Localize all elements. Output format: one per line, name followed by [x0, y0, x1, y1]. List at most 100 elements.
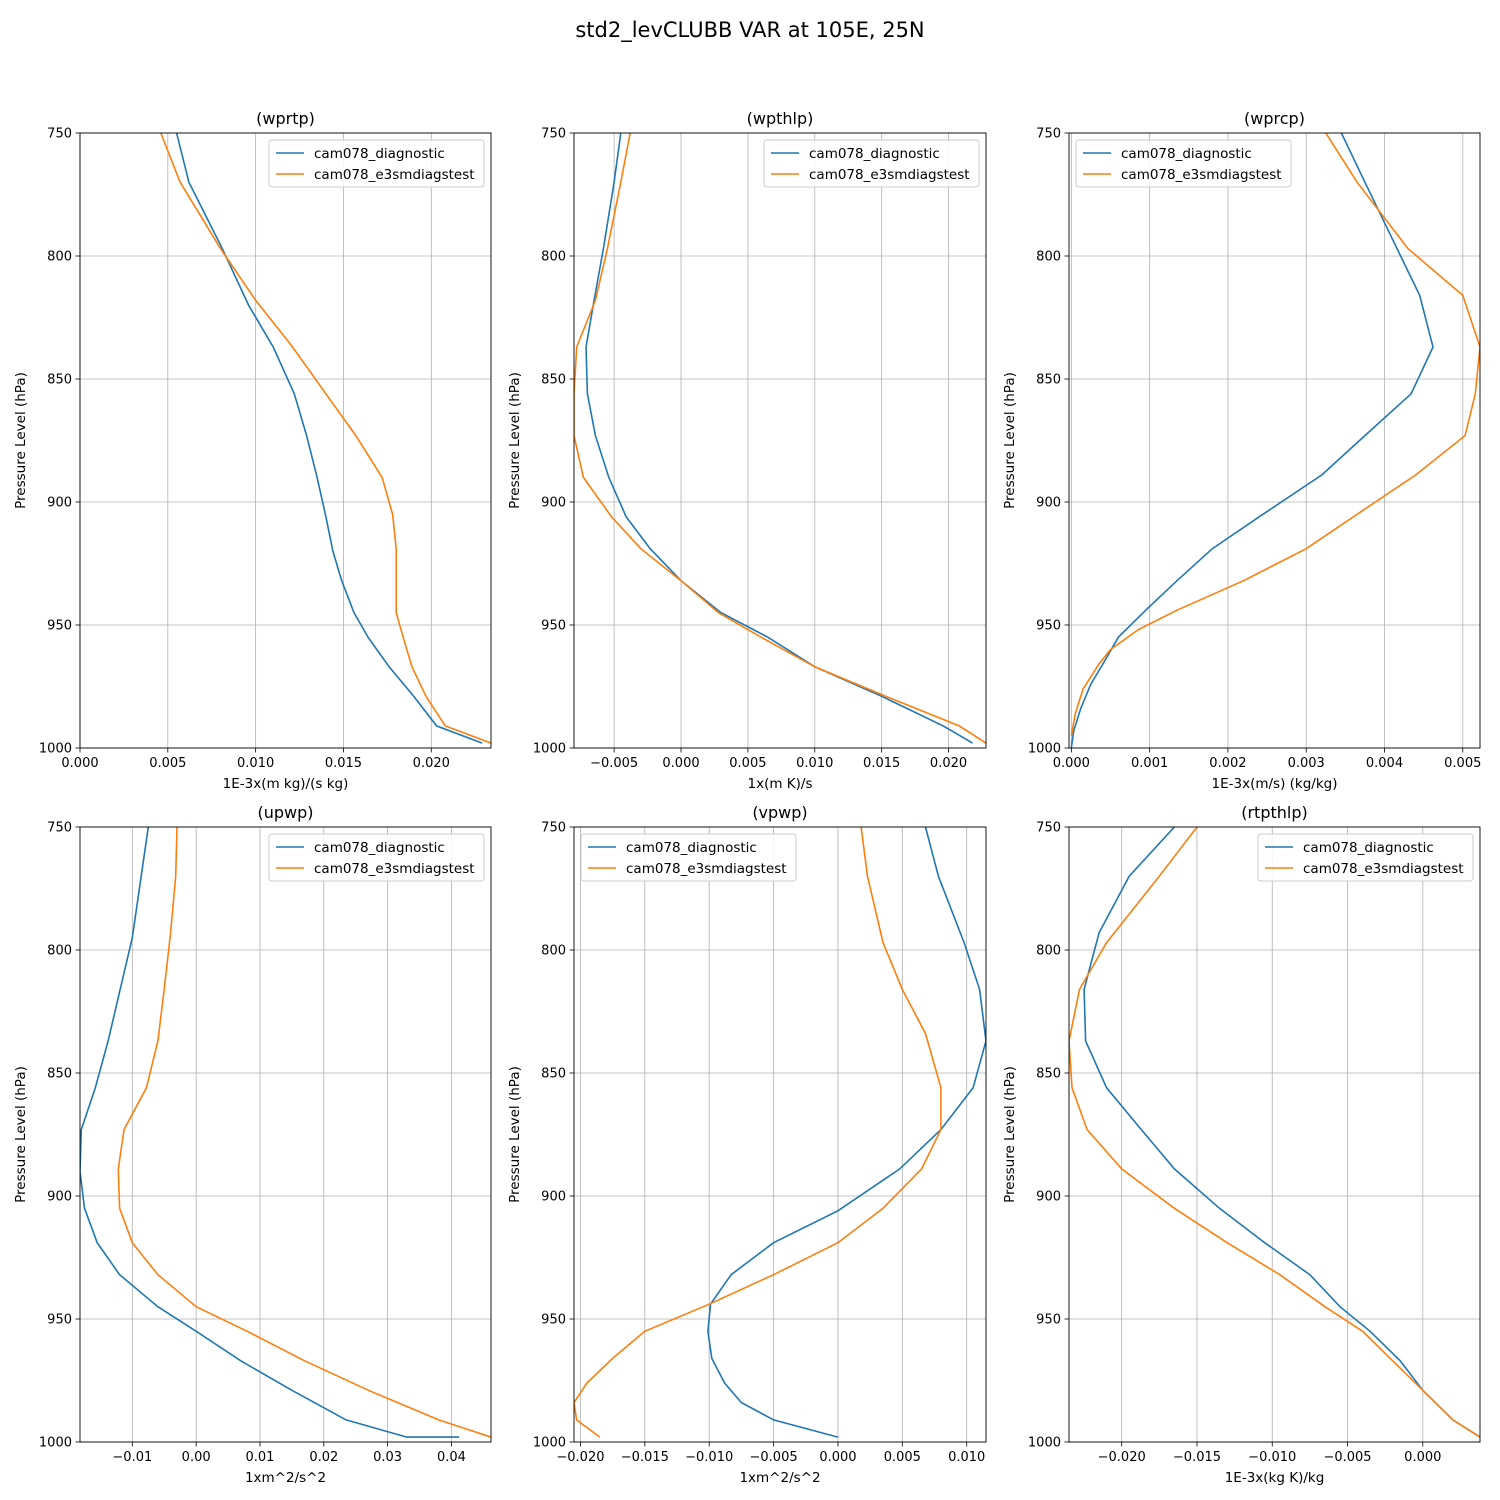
series-line-cam078_diagnostic — [1070, 133, 1434, 748]
y-tick-label: 1000 — [39, 742, 72, 757]
panel-4: −0.01 0.00 0.01 0.02 0.03 0.04 750 800 850 900 950… — [13, 803, 492, 1486]
y-tick-label: 750 — [47, 127, 72, 142]
x-tick-label: 0.003 — [1288, 756, 1325, 771]
x-tick-label: −0.01 — [112, 1450, 152, 1465]
plot-area — [574, 827, 986, 1442]
panel-title: (wprcp) — [1244, 109, 1305, 128]
legend: cam078_diagnostic cam078_e3smdiagstest — [1257, 833, 1474, 882]
y-axis-label: Pressure Level (hPa) — [13, 372, 29, 509]
panel-title: (upwp) — [257, 803, 313, 822]
series-line-cam078_e3smdiagstest — [574, 133, 986, 744]
x-tick-label: −0.020 — [1098, 1450, 1146, 1465]
axes-frame — [1068, 132, 1481, 749]
x-tick-label: −0.005 — [590, 756, 638, 771]
x-axis-label: 1E-3x(m kg)/(s kg) — [223, 776, 349, 792]
x-tick-label: 0.002 — [1209, 756, 1246, 771]
series-line-cam078_diagnostic — [175, 133, 483, 744]
series-line-cam078_e3smdiagstest — [574, 827, 942, 1438]
y-tick-label: 850 — [47, 1067, 72, 1082]
x-tick-label: 0.03 — [373, 1450, 402, 1465]
y-tick-label: 750 — [1036, 821, 1061, 836]
y-tick-label: 800 — [47, 250, 72, 265]
series-line-cam078_e3smdiagstest — [1069, 827, 1480, 1438]
plot-area — [1069, 827, 1480, 1442]
legend-label-cam078_e3smdiagstest: cam078_e3smdiagstest — [1121, 167, 1282, 183]
y-tick-label: 800 — [47, 944, 72, 959]
legend-label-cam078_diagnostic: cam078_diagnostic — [809, 146, 940, 162]
legend: cam078_diagnostic cam078_e3smdiagstest — [763, 139, 980, 188]
panel-title: (vpwp) — [752, 803, 807, 822]
y-tick-label: 850 — [1036, 373, 1061, 388]
x-tick-label: 0.000 — [1404, 1450, 1441, 1465]
y-tick-label: 850 — [1036, 1067, 1061, 1082]
legend-label-cam078_diagnostic: cam078_diagnostic — [314, 840, 445, 856]
x-axis-label: 1E-3x(kg K)/kg — [1225, 1470, 1325, 1486]
y-tick-label: 1000 — [533, 1436, 566, 1451]
y-tick-label: 750 — [541, 127, 566, 142]
y-tick-label: 900 — [47, 1190, 72, 1205]
y-tick-label: 950 — [47, 619, 72, 634]
series-line-cam078_e3smdiagstest — [1070, 133, 1480, 736]
y-axis-label: Pressure Level (hPa) — [1002, 1066, 1018, 1203]
legend-label-cam078_e3smdiagstest: cam078_e3smdiagstest — [314, 167, 475, 183]
legend: cam078_diagnostic cam078_e3smdiagstest — [1075, 139, 1292, 188]
legend-label-cam078_diagnostic: cam078_diagnostic — [1121, 146, 1252, 162]
legend-box — [1075, 139, 1292, 188]
x-tick-label: 0.001 — [1131, 756, 1168, 771]
legend-label-cam078_diagnostic: cam078_diagnostic — [1303, 840, 1434, 856]
legend-label-cam078_diagnostic: cam078_diagnostic — [314, 146, 445, 162]
y-axis-label: Pressure Level (hPa) — [1002, 372, 1018, 509]
x-tick-label: 0.010 — [796, 756, 833, 771]
x-tick-label: 0.000 — [662, 756, 699, 771]
axes-frame — [1068, 826, 1481, 1443]
y-tick-label: 1000 — [1028, 1436, 1061, 1451]
plot-area — [1069, 133, 1480, 748]
x-tick-label: −0.020 — [556, 1450, 604, 1465]
legend-label-cam078_e3smdiagstest: cam078_e3smdiagstest — [809, 167, 970, 183]
x-tick-label: −0.010 — [685, 1450, 733, 1465]
y-tick-label: 950 — [541, 1313, 566, 1328]
x-tick-label: −0.015 — [621, 1450, 669, 1465]
axes-frame — [79, 132, 492, 749]
x-tick-label: 0.00 — [182, 1450, 211, 1465]
series-line-cam078_e3smdiagstest — [117, 827, 491, 1438]
y-tick-label: 800 — [1036, 944, 1061, 959]
series-line-cam078_diagnostic — [707, 827, 986, 1438]
x-tick-label: 0.004 — [1366, 756, 1403, 771]
y-tick-label: 750 — [1036, 127, 1061, 142]
y-tick-label: 900 — [1036, 496, 1061, 511]
legend: cam078_diagnostic cam078_e3smdiagstest — [580, 833, 797, 882]
panel-5: −0.020 −0.015 −0.010 −0.005 0.000 0.005 0.010 7… — [507, 803, 987, 1486]
y-tick-label: 1000 — [1028, 742, 1061, 757]
x-axis-label: 1xm^2/s^2 — [739, 1470, 820, 1486]
x-tick-label: 0.020 — [413, 756, 450, 771]
y-tick-label: 950 — [1036, 619, 1061, 634]
x-tick-label: 0.000 — [1053, 756, 1090, 771]
x-tick-label: −0.010 — [1248, 1450, 1296, 1465]
y-tick-label: 800 — [541, 944, 566, 959]
plot-area — [574, 133, 986, 748]
x-tick-label: 0.010 — [237, 756, 274, 771]
x-tick-label: 0.015 — [325, 756, 362, 771]
y-tick-label: 850 — [541, 1067, 566, 1082]
x-tick-label: 0.005 — [884, 1450, 921, 1465]
panel-title: (wprtp) — [256, 109, 315, 128]
y-tick-label: 800 — [1036, 250, 1061, 265]
x-tick-label: 0.01 — [245, 1450, 274, 1465]
y-tick-label: 950 — [541, 619, 566, 634]
axes-frame — [79, 826, 492, 1443]
x-tick-label: 0.020 — [930, 756, 967, 771]
y-tick-label: 1000 — [39, 1436, 72, 1451]
panels: 0.000 0.005 0.010 0.015 0.020 750 800 850 900 950… — [13, 109, 1481, 1486]
y-tick-label: 750 — [47, 821, 72, 836]
legend-box — [763, 139, 980, 188]
legend: cam078_diagnostic cam078_e3smdiagstest — [268, 833, 485, 882]
panel-3: 0.000 0.001 0.002 0.003 0.004 0.005 750 800 850 9… — [1002, 109, 1481, 792]
y-tick-label: 900 — [47, 496, 72, 511]
legend-label-cam078_e3smdiagstest: cam078_e3smdiagstest — [314, 861, 475, 877]
y-tick-label: 800 — [541, 250, 566, 265]
y-tick-label: 900 — [1036, 1190, 1061, 1205]
panel-title: (wpthlp) — [747, 109, 814, 128]
plot-area — [80, 827, 491, 1442]
x-tick-label: 0.015 — [863, 756, 900, 771]
